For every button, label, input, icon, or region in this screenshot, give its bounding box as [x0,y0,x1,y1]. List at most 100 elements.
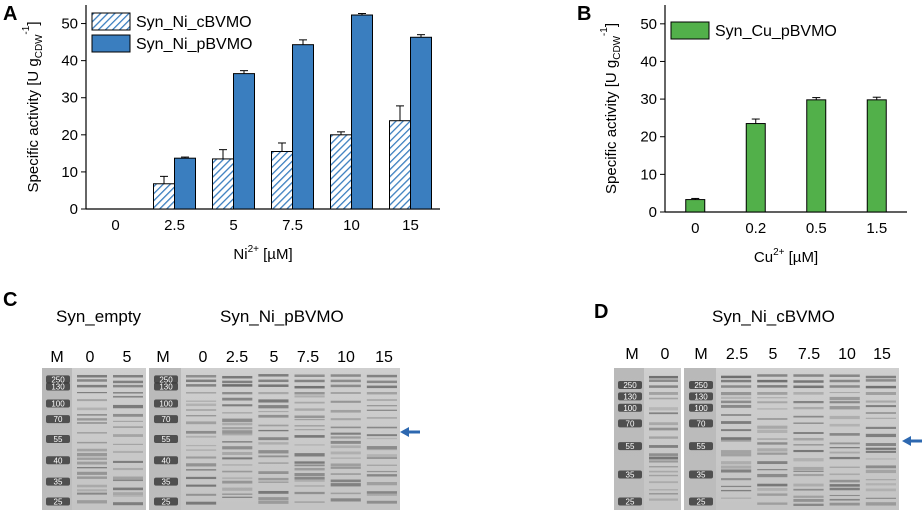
protein-band [865,488,896,492]
bar-Syn_Ni_pBVMO [174,157,196,210]
protein-band [258,374,289,377]
protein-band [294,429,325,431]
gel-d-lane-labels: M 0 M 2.5 5 7.5 10 15 [625,346,891,363]
protein-band [793,392,824,395]
panel-letter-b: B [577,3,591,25]
protein-band [222,446,253,450]
y-tick-label: 50 [61,16,78,33]
marker-band [618,381,642,390]
protein-band [649,453,678,456]
protein-band [649,470,678,473]
marker-band [689,381,713,390]
protein-band [294,491,325,495]
protein-band [721,414,752,416]
legend-label: Syn_Cu_pBVMO [715,23,837,40]
marker-band [154,497,178,506]
gel-c: Syn_empty Syn_Ni_pBVMO M 0 5 M 0 2.5 5 7.5 10 15 … [42,307,420,510]
marker-band [618,497,642,506]
protein-band [330,436,361,439]
marker-band-label: 100 [159,400,173,409]
protein-band [222,375,253,379]
marker-band-label: 25 [162,497,171,506]
marker-band [154,415,178,424]
lane-label: M [50,349,63,366]
x-axis-label: Cu2+ [µM] [754,247,818,266]
protein-band [865,450,896,453]
marker-band-label: 130 [694,392,708,401]
protein-band [721,453,752,457]
protein-band [77,392,107,394]
bar-Syn_Ni_cBVMO [153,183,175,210]
protein-band [330,457,361,459]
protein-band [366,385,397,389]
protein-band [829,502,860,506]
marker-band [689,442,713,451]
marker-band [46,415,70,424]
protein-band [649,375,678,379]
bar-Syn_Ni_pBVMO [233,73,255,210]
protein-band [77,489,107,492]
protein-band [77,461,107,465]
protein-band [258,462,289,464]
protein-band [113,395,143,398]
protein-band [649,460,678,463]
bar-Syn_Cu_pBVMO [685,199,706,213]
protein-band [829,484,860,487]
arrow-icon [400,427,420,437]
protein-band [649,466,678,468]
legend-swatch [91,12,131,31]
protein-band [865,400,896,403]
protein-band [294,379,325,383]
protein-band [793,406,824,410]
protein-band [721,437,752,440]
protein-band [793,488,824,491]
protein-band [258,379,289,383]
marker-band-label: 250 [623,381,637,390]
marker-band-label: 100 [694,404,708,413]
protein-band [258,455,289,458]
protein-band [649,436,678,439]
marker-band-label: 35 [162,478,171,487]
protein-band [757,397,788,399]
protein-band [294,395,325,398]
protein-band [793,470,824,472]
protein-band [829,415,860,420]
marker-band [618,470,642,479]
protein-band [258,424,289,427]
protein-band [865,443,896,446]
protein-band [258,410,289,413]
protein-band [757,418,788,420]
protein-band [649,489,678,491]
protein-band [757,438,788,440]
protein-band [366,446,397,450]
marker-band-label: 40 [54,456,63,465]
protein-band [649,422,678,426]
protein-band [113,374,143,378]
protein-band [793,444,824,446]
protein-band [793,495,824,498]
protein-band [186,493,217,496]
protein-band [829,401,860,404]
x-tick-label: 15 [402,217,419,234]
protein-band [721,461,752,465]
protein-band [829,442,860,445]
protein-band [113,434,143,437]
protein-band [757,442,788,445]
protein-band [330,418,361,421]
protein-band [222,430,253,434]
protein-band [113,426,143,428]
protein-band [222,384,253,387]
protein-band [222,433,253,436]
protein-band [757,401,788,404]
protein-band [366,409,397,411]
protein-band [721,497,752,499]
y-tick-label: 10 [640,166,657,183]
protein-band [366,464,397,466]
x-tick-label: 0.2 [745,220,766,237]
protein-band [222,427,253,430]
legend-swatch [91,34,131,53]
x-tick-label: 1.5 [866,220,887,237]
y-tick-label: 30 [640,91,657,108]
protein-band [865,469,896,474]
